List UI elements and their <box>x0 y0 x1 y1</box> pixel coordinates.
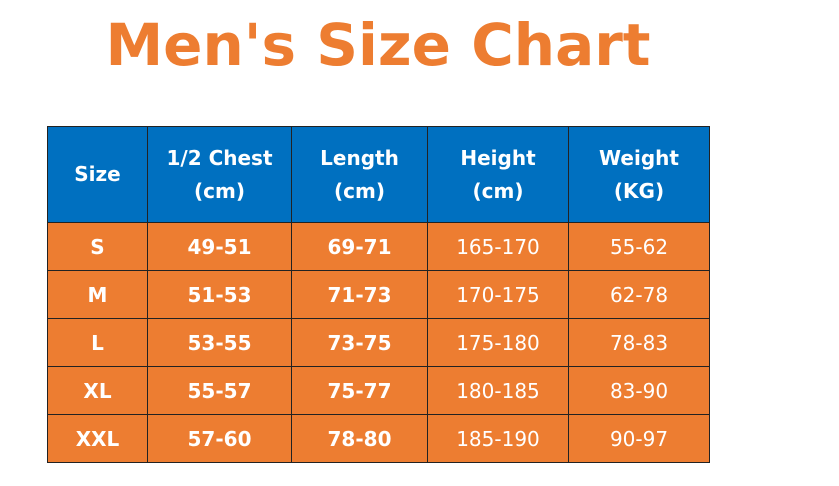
table-cell: 71-73 <box>291 270 428 319</box>
title: Men's Size Chart <box>105 11 651 79</box>
header-text: (cm) <box>334 178 385 203</box>
table-cell: XXL <box>47 414 148 463</box>
table-cell: 165-170 <box>427 222 569 271</box>
table-cell: 170-175 <box>427 270 569 319</box>
table-cell: 53-55 <box>147 318 292 367</box>
table-cell: 185-190 <box>427 414 569 463</box>
header-text: (cm) <box>194 178 245 203</box>
header-cell: Length (cm) <box>291 126 428 223</box>
table-cell: 49-51 <box>147 222 292 271</box>
table-cell: 78-83 <box>568 318 710 367</box>
table-cell: S <box>47 222 148 271</box>
header-text: Height <box>460 145 536 170</box>
header-text: Length <box>320 145 399 170</box>
table-cell: M <box>47 270 148 319</box>
size-table: Size 1/2 Chest (cm) Length (cm) Height (cm) Wei… <box>47 126 710 463</box>
table-cell: 69-71 <box>291 222 428 271</box>
table-cell: 55-62 <box>568 222 710 271</box>
table-cell: 75-77 <box>291 366 428 415</box>
table-cell: 180-185 <box>427 366 569 415</box>
table-cell: 55-57 <box>147 366 292 415</box>
header-cell: Weight (KG) <box>568 126 710 223</box>
table-cell: 73-75 <box>291 318 428 367</box>
header-row: Size 1/2 Chest (cm) Length (cm) Height (cm) Wei… <box>47 126 710 223</box>
table-row: XXL 57-60 78-80 185-190 90-97 <box>47 414 710 463</box>
header-text: (cm) <box>472 178 524 203</box>
header-text: (KG) <box>613 178 665 203</box>
table-cell: 78-80 <box>291 414 428 463</box>
table-row: M 51-53 71-73 170-175 62-78 <box>47 270 710 319</box>
table-row: L 53-55 73-75 175-180 78-83 <box>47 318 710 367</box>
header-text: Weight <box>599 145 679 170</box>
header-text: Size <box>74 162 121 186</box>
header-text: 1/2 Chest <box>166 145 273 170</box>
table-row: XL 55-57 75-77 180-185 83-90 <box>47 366 710 415</box>
table-cell: 62-78 <box>568 270 710 319</box>
header-cell: Height (cm) <box>427 126 569 223</box>
table-cell: 57-60 <box>147 414 292 463</box>
header-cell: Size <box>47 126 148 223</box>
table-cell: 175-180 <box>427 318 569 367</box>
table-cell: 83-90 <box>568 366 710 415</box>
table-cell: XL <box>47 366 148 415</box>
header-cell: 1/2 Chest (cm) <box>147 126 292 223</box>
table-cell: L <box>47 318 148 367</box>
table-cell: 90-97 <box>568 414 710 463</box>
table-cell: 51-53 <box>147 270 292 319</box>
table-body: S 49-51 69-71 165-170 55-62 M 51-53 71-73 170-17… <box>47 222 710 463</box>
table-row: S 49-51 69-71 165-170 55-62 <box>47 222 710 271</box>
